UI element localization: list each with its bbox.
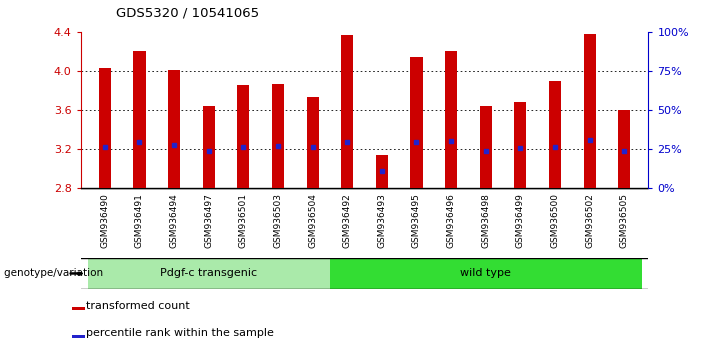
Bar <box>479 106 492 188</box>
Text: GSM936501: GSM936501 <box>239 193 248 248</box>
Text: GSM936505: GSM936505 <box>620 193 629 248</box>
Text: Pdgf-c transgenic: Pdgf-c transgenic <box>160 268 257 279</box>
Text: GSM936495: GSM936495 <box>412 193 421 248</box>
Text: GSM936502: GSM936502 <box>585 193 594 248</box>
Text: GSM936497: GSM936497 <box>204 193 213 248</box>
Text: GSM936498: GSM936498 <box>481 193 490 248</box>
Text: GSM936493: GSM936493 <box>377 193 386 248</box>
Bar <box>237 85 250 188</box>
Text: GDS5320 / 10541065: GDS5320 / 10541065 <box>116 6 259 19</box>
Bar <box>72 308 85 310</box>
Bar <box>445 51 457 188</box>
Bar <box>133 51 146 188</box>
Bar <box>341 35 353 188</box>
Bar <box>272 85 284 188</box>
Text: GSM936490: GSM936490 <box>100 193 109 248</box>
Text: GSM936503: GSM936503 <box>273 193 283 248</box>
Text: GSM936491: GSM936491 <box>135 193 144 248</box>
Text: wild type: wild type <box>461 268 511 279</box>
Bar <box>203 106 215 188</box>
Bar <box>410 57 423 188</box>
Bar <box>88 258 330 289</box>
Bar <box>515 102 526 188</box>
Text: GSM936499: GSM936499 <box>516 193 525 248</box>
Bar <box>376 155 388 188</box>
Bar <box>583 34 596 188</box>
Bar <box>168 70 180 188</box>
Bar <box>618 110 630 188</box>
Text: percentile rank within the sample: percentile rank within the sample <box>86 328 274 338</box>
Bar <box>330 258 641 289</box>
Text: GSM936496: GSM936496 <box>447 193 456 248</box>
Text: GSM936504: GSM936504 <box>308 193 317 248</box>
Bar <box>549 81 561 188</box>
Text: GSM936494: GSM936494 <box>170 193 179 248</box>
Text: genotype/variation: genotype/variation <box>4 268 106 279</box>
Bar <box>306 97 319 188</box>
Bar <box>99 68 111 188</box>
Text: transformed count: transformed count <box>86 301 190 310</box>
Bar <box>72 335 85 338</box>
Text: GSM936492: GSM936492 <box>343 193 352 248</box>
Text: GSM936500: GSM936500 <box>550 193 559 248</box>
